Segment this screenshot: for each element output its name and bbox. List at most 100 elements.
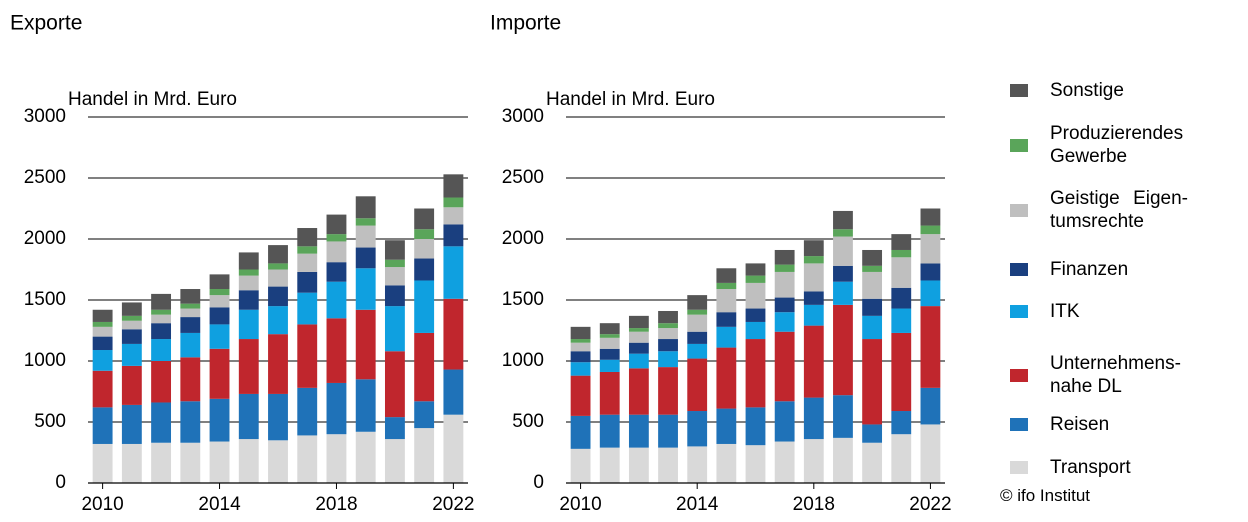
bar-segment	[745, 263, 766, 276]
bar-segment	[355, 218, 376, 226]
bar-segment	[716, 408, 737, 444]
bar-segment	[326, 241, 347, 263]
bar-segment	[180, 332, 201, 358]
bar-segment	[268, 245, 288, 264]
bar-segment	[121, 404, 142, 444]
legend-label: Unterneh­mens-nahe DL	[1050, 353, 1181, 397]
legend-swatch	[1010, 203, 1028, 217]
bar-segment	[658, 323, 678, 329]
y-tick-label: 500	[512, 411, 544, 432]
bar-segment	[862, 298, 883, 316]
x-tick-label: 2018	[315, 494, 357, 515]
legend-entry: Reisen	[1010, 413, 1200, 436]
bar-segment	[297, 292, 318, 325]
bar-segment	[238, 339, 259, 394]
bar-segment	[268, 440, 288, 483]
bar-segment	[658, 310, 678, 324]
bar-segment	[355, 268, 376, 310]
bar-segment	[803, 439, 824, 483]
bar-segment	[599, 414, 620, 448]
bar-segment	[891, 308, 912, 333]
bar-segment	[151, 361, 172, 403]
bar-segment	[238, 309, 259, 340]
y-tick-label: 1000	[24, 350, 66, 371]
bar-segment	[862, 249, 883, 266]
bar-segment	[716, 268, 737, 283]
legend-swatch	[1010, 138, 1028, 152]
bar-segment	[180, 401, 201, 443]
legend-swatch	[1010, 83, 1028, 97]
bar-segment	[384, 306, 405, 352]
legend-label: Geistige Eigen­tumsrechte	[1050, 188, 1188, 232]
bar-segment	[384, 240, 405, 260]
y-axis-label: Handel in Mrd. Euro	[546, 89, 715, 110]
bar-segment	[716, 312, 737, 327]
bar-segment	[238, 393, 259, 440]
bar-segment	[414, 229, 435, 239]
bar-segment	[414, 332, 435, 402]
bar-segment	[570, 448, 591, 483]
bar-segment	[443, 197, 464, 208]
bar-segment	[570, 339, 591, 343]
bar-segment	[209, 348, 230, 399]
y-tick-label: 3000	[24, 106, 66, 127]
bar-segment	[355, 225, 376, 248]
bar-segment	[599, 337, 620, 349]
bar-segment	[803, 325, 824, 398]
bar-segment	[833, 395, 853, 438]
bar-segment	[121, 443, 142, 483]
legend-swatch	[1010, 417, 1028, 431]
bar-segment	[384, 351, 405, 418]
bar-segment	[92, 370, 113, 408]
bar-segment	[238, 252, 259, 270]
y-axis-label: Handel in Mrd. Euro	[68, 89, 237, 110]
bar-segment	[687, 358, 708, 412]
bar-segment	[774, 401, 795, 442]
bar-segment	[862, 442, 883, 483]
bar-segment	[687, 331, 708, 344]
bar-segment	[716, 282, 737, 290]
bar-segment	[745, 275, 766, 283]
legend-swatch	[1010, 304, 1028, 318]
bar-segment	[628, 315, 649, 329]
bar-segment	[268, 286, 288, 307]
y-tick-label: 1000	[502, 350, 544, 371]
bar-segment	[92, 321, 113, 327]
bar-segment	[297, 271, 318, 293]
y-tick-label: 2500	[24, 167, 66, 188]
bar-segment	[745, 339, 766, 408]
bar-segment	[151, 442, 172, 483]
bar-segment	[355, 196, 376, 219]
legend-swatch	[1010, 460, 1028, 474]
bar-segment	[151, 339, 172, 361]
legend-entry: Transport	[1010, 456, 1200, 479]
bar-segment	[443, 207, 464, 225]
bar-segment	[180, 317, 201, 333]
bar-segment	[745, 445, 766, 483]
bar-segment	[151, 293, 172, 310]
bar-segment	[628, 342, 649, 354]
bar-segment	[92, 326, 113, 337]
bar-segment	[92, 336, 113, 351]
bar-segment	[687, 343, 708, 359]
bar-segment	[570, 326, 591, 340]
legend-label: Reisen	[1050, 413, 1110, 435]
bar-segment	[803, 397, 824, 440]
bar-segment	[92, 407, 113, 444]
bar-segment	[891, 411, 912, 435]
bar-segment	[658, 339, 678, 352]
bar-segment	[833, 229, 853, 237]
bar-segment	[920, 306, 941, 388]
bar-segment	[92, 443, 113, 483]
bar-segment	[599, 359, 620, 372]
bar-segment	[92, 350, 113, 371]
bar-segment	[774, 249, 795, 265]
y-tick-label: 0	[533, 472, 544, 493]
bar-segment	[658, 351, 678, 368]
bar-segment	[774, 441, 795, 483]
bar-segment	[920, 424, 941, 483]
bar-segment	[355, 431, 376, 483]
bar-segment	[745, 282, 766, 309]
